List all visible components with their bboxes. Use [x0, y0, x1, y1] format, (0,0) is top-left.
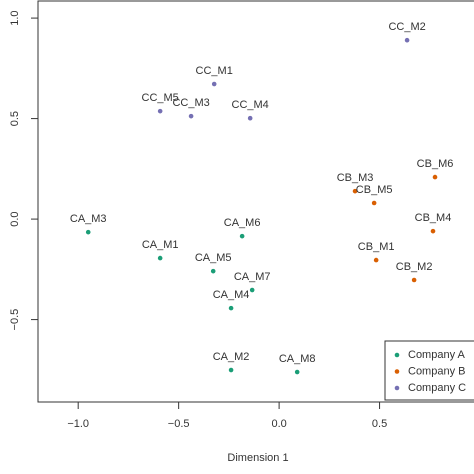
point: [411, 277, 417, 283]
x-tick-label: −1.0: [67, 418, 89, 430]
point: [352, 188, 358, 194]
point: [432, 174, 438, 180]
legend-label: Company C: [408, 382, 466, 394]
point-label: CC_M1: [196, 65, 233, 77]
point-label: CC_M2: [388, 21, 425, 33]
point-label: CB_M5: [356, 184, 393, 196]
legend-box: [384, 340, 474, 401]
point-label: CC_M5: [142, 92, 179, 104]
point: [249, 287, 255, 293]
point: [373, 257, 379, 263]
point-label: CA_M8: [279, 353, 316, 365]
point-label: CA_M3: [70, 213, 107, 225]
point-label: CB_M3: [337, 172, 374, 184]
point: [430, 228, 436, 234]
x-tick-label: 0.5: [372, 418, 387, 430]
x-axis-label: Dimension 1: [227, 452, 288, 464]
legend-marker: [394, 369, 400, 374]
point-label: CB_M6: [417, 158, 454, 170]
point-label: CB_M4: [415, 212, 452, 224]
point-label: CA_M2: [213, 351, 250, 363]
point: [247, 115, 253, 121]
point-label: CA_M5: [195, 252, 232, 264]
point: [228, 305, 234, 311]
legend-label: Company A: [408, 349, 466, 361]
point: [85, 229, 91, 235]
x-tick-label: 0.0: [271, 418, 286, 430]
point-label: CA_M6: [224, 217, 261, 229]
legend-marker: [394, 385, 400, 391]
point-label: CB_M1: [358, 241, 395, 253]
legend-label: Company B: [408, 365, 465, 377]
point: [211, 81, 217, 87]
point-label: CA_M1: [142, 239, 179, 251]
y-tick-label: 0.0: [9, 211, 21, 226]
point: [210, 268, 216, 274]
point-label: CB_M2: [396, 261, 433, 273]
point-label: CA_M7: [234, 271, 271, 283]
plot-frame: [37, 0, 474, 403]
point: [404, 37, 410, 43]
point: [157, 108, 163, 114]
y-tick-label: 1.0: [9, 10, 21, 25]
point: [188, 113, 194, 119]
y-tick-label: 0.5: [9, 111, 21, 126]
point: [157, 255, 163, 261]
legend-marker: [394, 352, 400, 358]
point: [371, 200, 377, 206]
point: [294, 369, 300, 375]
x-tick-label: −0.5: [168, 418, 190, 430]
y-tick-label: −0.5: [9, 309, 21, 331]
point-label: CC_M4: [232, 99, 269, 111]
point: [239, 233, 245, 239]
point-label: CC_M3: [172, 97, 209, 109]
point: [228, 367, 234, 373]
point-label: CA_M4: [213, 289, 250, 301]
